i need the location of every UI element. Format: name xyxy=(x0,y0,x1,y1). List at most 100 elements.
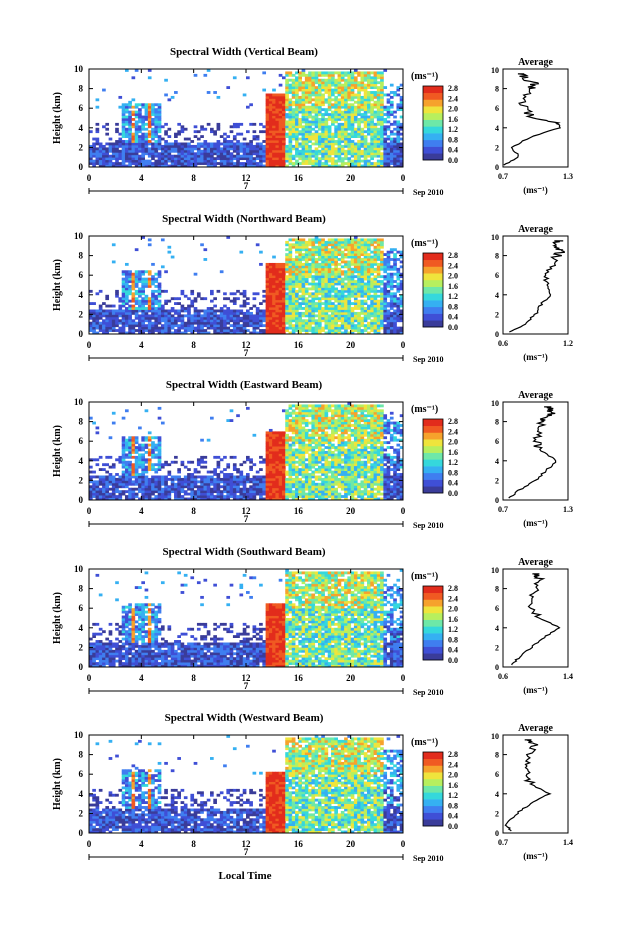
y-tick-label: 8 xyxy=(79,251,84,261)
heatmap-cell xyxy=(321,316,325,320)
heatmap-cell xyxy=(314,245,319,249)
heatmap-cell xyxy=(295,267,299,271)
heatmap-cell xyxy=(295,270,299,274)
heatmap-cell xyxy=(340,258,345,261)
heatmap-cell xyxy=(334,71,338,75)
heatmap-cell xyxy=(327,73,332,77)
heatmap-cell xyxy=(102,497,106,501)
heatmap-cell xyxy=(350,292,355,296)
heatmap-cell xyxy=(327,331,332,335)
heatmap-cell xyxy=(95,331,100,335)
heatmap-cell xyxy=(281,152,286,156)
heatmap-cell xyxy=(301,152,306,156)
heatmap-cell xyxy=(124,157,129,161)
heatmap-cell xyxy=(268,147,273,151)
heatmap-cell xyxy=(304,255,309,259)
heatmap-cell xyxy=(151,108,155,112)
heatmap-cell xyxy=(367,108,371,112)
heatmap-cell xyxy=(370,135,374,138)
average-x-tick-label: 1.3 xyxy=(563,172,573,181)
heatmap-cell xyxy=(193,316,198,320)
heatmap-cell xyxy=(334,321,338,325)
heatmap-cell xyxy=(376,248,381,252)
heatmap-cell xyxy=(121,458,126,462)
heatmap-cell xyxy=(281,289,286,293)
heatmap-cell xyxy=(124,455,129,459)
heatmap-cell xyxy=(193,475,198,479)
heatmap-cell xyxy=(399,159,404,163)
heatmap-cell xyxy=(180,157,185,161)
heatmap-cell xyxy=(386,285,391,288)
heatmap-cell xyxy=(357,255,361,259)
heatmap-cell xyxy=(327,329,332,332)
heatmap-cell xyxy=(154,142,159,146)
heatmap-cell xyxy=(92,487,96,491)
heatmap-cell xyxy=(380,140,384,143)
heatmap-cell xyxy=(399,250,404,254)
heatmap-cell xyxy=(396,289,401,293)
heatmap-cell xyxy=(275,132,280,136)
heatmap-cell xyxy=(350,127,355,131)
heatmap-cell xyxy=(353,302,358,305)
heatmap-cell xyxy=(95,497,100,501)
heatmap-cell xyxy=(167,331,172,335)
heatmap-cell xyxy=(334,267,338,271)
heatmap-cell xyxy=(111,149,116,153)
heatmap-cell xyxy=(363,162,368,165)
heatmap-cell xyxy=(367,98,371,102)
heatmap-cell xyxy=(167,477,172,481)
heatmap-cell xyxy=(193,321,198,325)
heatmap-cell xyxy=(252,331,257,335)
heatmap-cell xyxy=(275,149,280,153)
heatmap-cell xyxy=(340,162,345,165)
heatmap-cell xyxy=(144,497,149,501)
heatmap-cell xyxy=(331,331,335,335)
heatmap-cell xyxy=(144,127,149,131)
heatmap-cell xyxy=(141,105,145,109)
heatmap-cell xyxy=(141,438,145,442)
heatmap-cell xyxy=(95,98,100,102)
heatmap-cell xyxy=(321,103,325,107)
heatmap-cell xyxy=(278,324,283,328)
heatmap-cell xyxy=(380,164,384,168)
heatmap-cell xyxy=(334,130,338,134)
heatmap-cell xyxy=(304,324,309,328)
heatmap-cell xyxy=(298,243,302,247)
heatmap-cell xyxy=(115,142,119,146)
heatmap-cell xyxy=(187,314,191,318)
heatmap-cell xyxy=(216,495,221,498)
heatmap-cell xyxy=(144,103,149,107)
heatmap-cell xyxy=(272,115,276,119)
heatmap-cell xyxy=(370,311,374,315)
heatmap-cell xyxy=(288,142,293,146)
heatmap-cell xyxy=(298,86,302,89)
heatmap-cell xyxy=(317,265,322,269)
heatmap-cell xyxy=(206,477,211,481)
heatmap-cell xyxy=(321,157,325,161)
heatmap-cell xyxy=(363,326,368,330)
heatmap-cell xyxy=(183,144,188,148)
heatmap-cell xyxy=(321,245,325,249)
heatmap-cell xyxy=(291,88,296,92)
heatmap-cell xyxy=(206,307,211,310)
heatmap-cell xyxy=(128,147,132,151)
heatmap-cell xyxy=(311,331,316,335)
heatmap-cell xyxy=(210,326,214,330)
heatmap-cell xyxy=(334,260,338,264)
heatmap-cell xyxy=(285,309,289,313)
heatmap-cell xyxy=(360,115,365,119)
heatmap-cell xyxy=(291,81,296,85)
heatmap-cell xyxy=(232,147,237,151)
heatmap-cell xyxy=(347,282,352,286)
heatmap-cell xyxy=(154,152,159,156)
heatmap-cell xyxy=(219,154,224,158)
heatmap-cell xyxy=(380,93,384,97)
heatmap-cell xyxy=(105,157,110,161)
heatmap-cell xyxy=(331,260,335,264)
heatmap-cell xyxy=(164,157,168,161)
heatmap-cell xyxy=(144,137,149,141)
heatmap-cell xyxy=(259,316,263,320)
heatmap-cell xyxy=(157,115,162,119)
heatmap-cell xyxy=(373,154,378,158)
heatmap-cell xyxy=(89,130,93,134)
